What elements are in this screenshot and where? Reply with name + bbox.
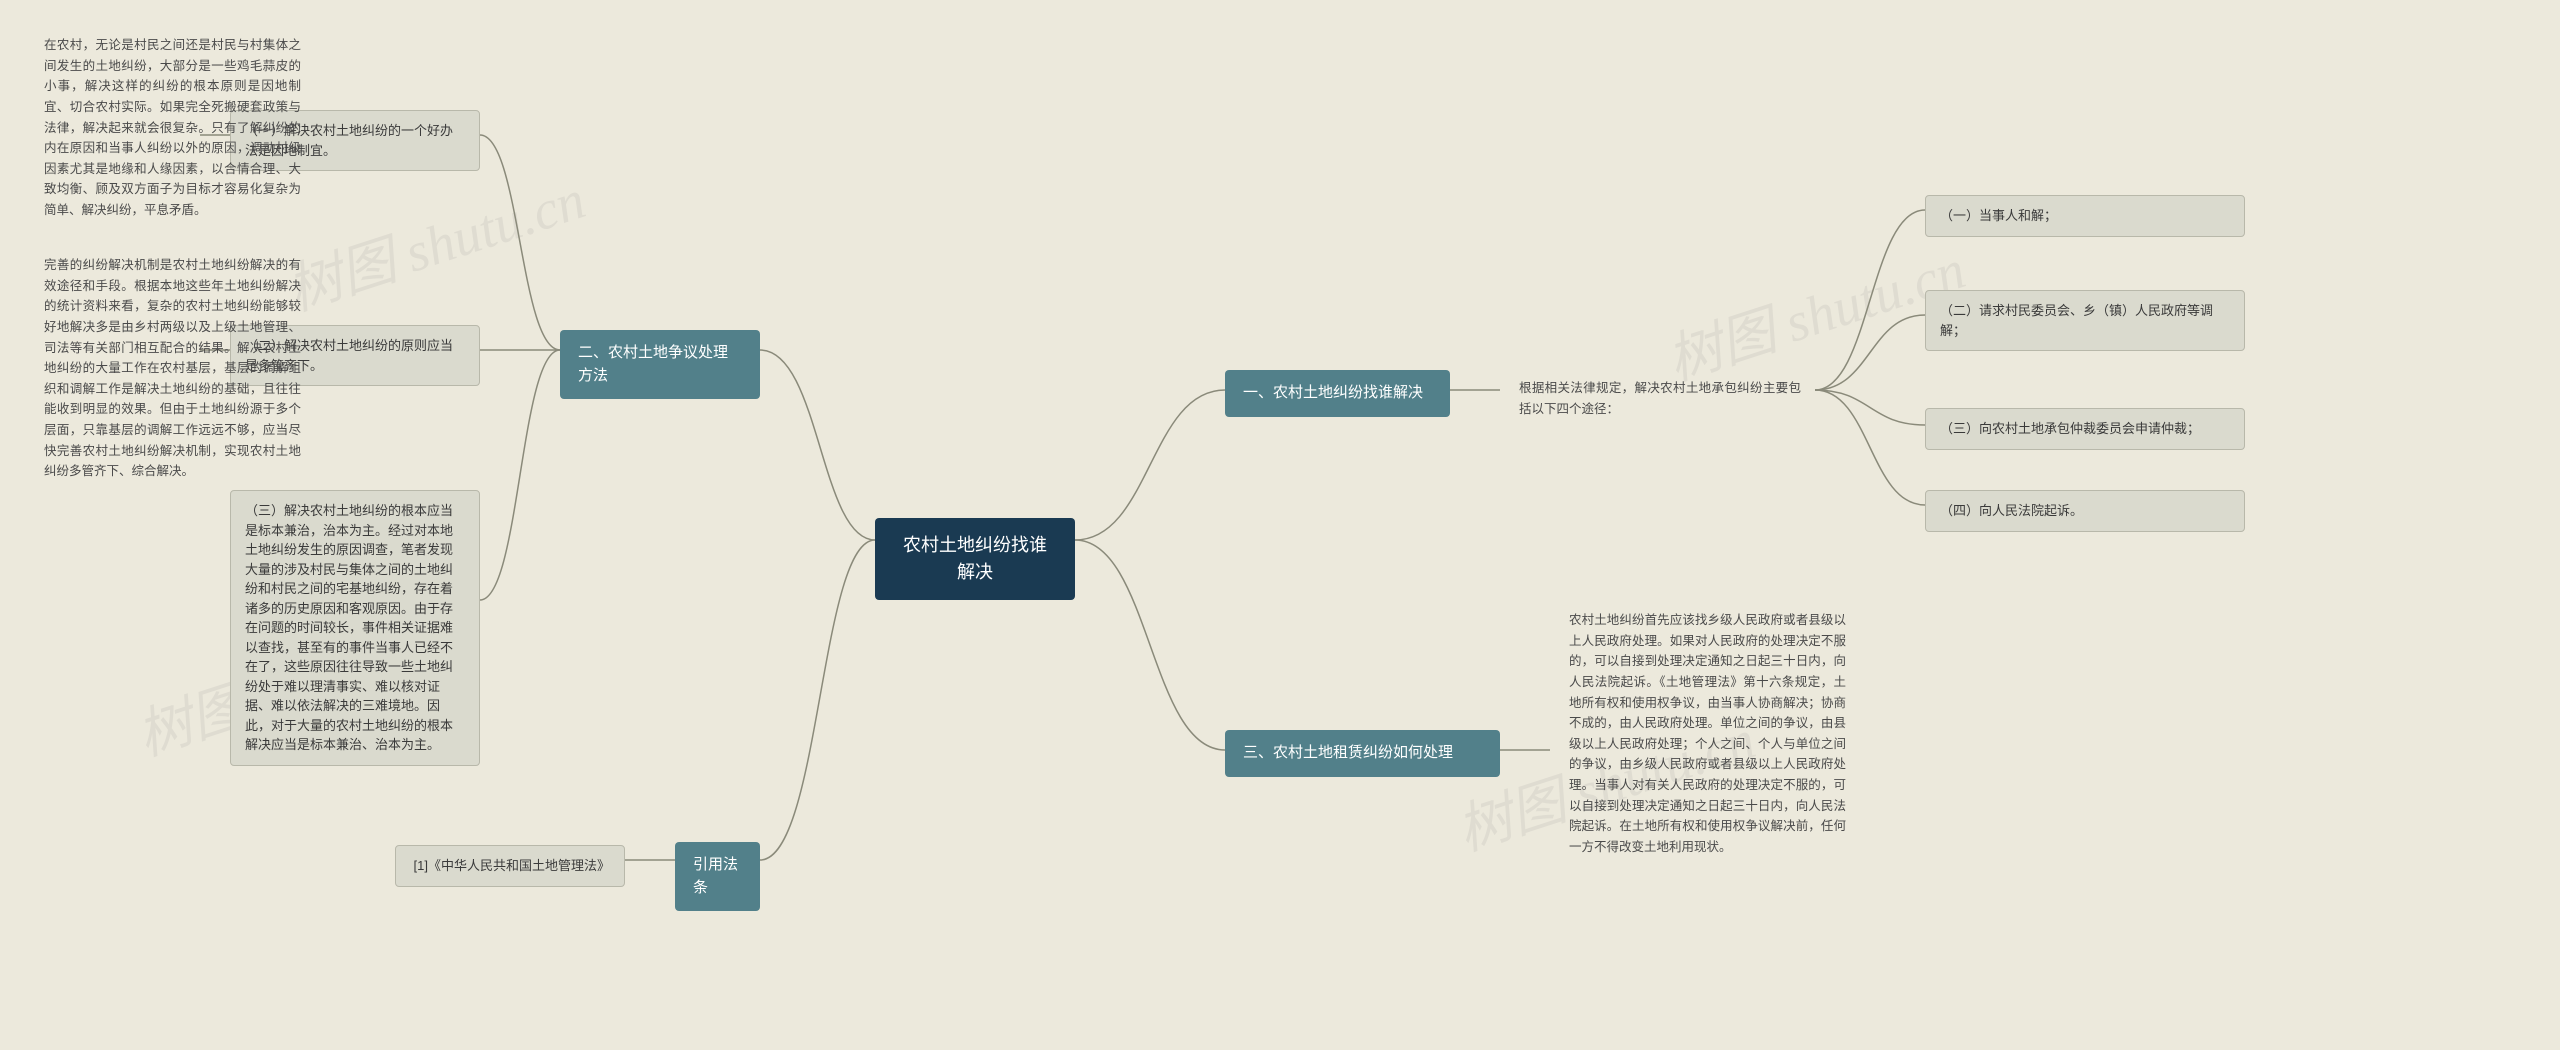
branch-2-child-1-detail: 完善的纠纷解决机制是农村土地纠纷解决的有效途径和手段。根据本地这些年土地纠纷解决… <box>30 245 315 492</box>
branch-2-child-0-detail: 在农村，无论是村民之间还是村民与村集体之间发生的土地纠纷，大部分是一些鸡毛蒜皮的… <box>30 25 315 231</box>
center-node: 农村土地纠纷找谁解决 <box>875 518 1075 600</box>
watermark: 树图 shutu.cn <box>275 154 593 325</box>
branch-1-detail: 根据相关法律规定，解决农村土地承包纠纷主要包括以下四个途径： <box>1505 368 1815 429</box>
branch-1-child-0: （一）当事人和解； <box>1925 195 2245 237</box>
text: 在农村，无论是村民之间还是村民与村集体之间发生的土地纠纷，大部分是一些鸡毛蒜皮的… <box>44 38 301 217</box>
text: 完善的纠纷解决机制是农村土地纠纷解决的有效途径和手段。根据本地这些年土地纠纷解决… <box>44 258 301 478</box>
branch-1-child-2: （三）向农村土地承包仲裁委员会申请仲裁； <box>1925 408 2245 450</box>
branch-1-child-1: （二）请求村民委员会、乡（镇）人民政府等调解； <box>1925 290 2245 351</box>
branch-3-detail: 农村土地纠纷首先应该找乡级人民政府或者县级以上人民政府处理。如果对人民政府的处理… <box>1555 600 1860 868</box>
branch-2: 二、农村土地争议处理方法 <box>560 330 760 399</box>
branch-1-child-3: （四）向人民法院起诉。 <box>1925 490 2245 532</box>
branch-cite: 引用法条 <box>675 842 760 911</box>
branch-3: 三、农村土地租赁纠纷如何处理 <box>1225 730 1500 777</box>
branch-cite-child-0: [1]《中华人民共和国土地管理法》 <box>395 845 625 887</box>
branch-2-child-2-label: （三）解决农村土地纠纷的根本应当是标本兼治，治本为主。经过对本地土地纠纷发生的原… <box>230 490 480 766</box>
branch-1: 一、农村土地纠纷找谁解决 <box>1225 370 1450 417</box>
